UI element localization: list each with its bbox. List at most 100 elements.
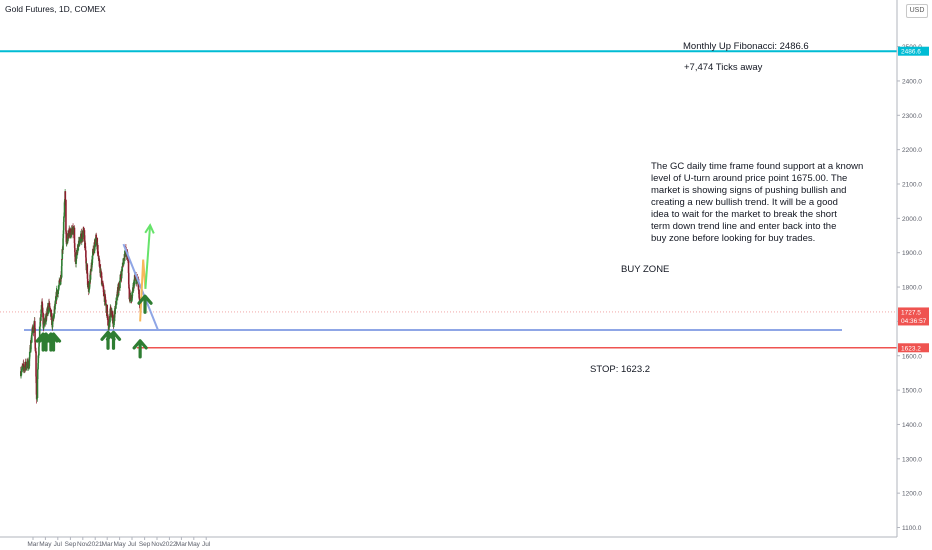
candle-body xyxy=(83,228,85,231)
ticks-away-label: +7,474 Ticks away xyxy=(684,62,763,73)
candle-body xyxy=(81,238,84,240)
candle-body xyxy=(64,191,67,200)
candle-body xyxy=(112,319,115,328)
candle-body xyxy=(49,309,52,311)
y-tick-label: 2100.0 xyxy=(902,182,922,189)
candle-body xyxy=(110,307,112,312)
candle-body xyxy=(81,233,83,240)
candle-body xyxy=(48,302,51,309)
candle-body xyxy=(111,313,114,315)
stop-price-tag-label: 1623.2 xyxy=(901,345,921,352)
candle-body xyxy=(51,320,54,328)
candle-body xyxy=(59,281,62,285)
candle-body xyxy=(41,307,44,313)
candle-body xyxy=(36,397,38,400)
candle-body xyxy=(28,351,31,357)
candle-body xyxy=(89,272,92,280)
y-tick-label: 2400.0 xyxy=(902,78,922,85)
candle-body xyxy=(104,295,106,300)
candle-body xyxy=(82,231,85,237)
candle-body xyxy=(75,253,77,264)
candle-body xyxy=(95,234,98,238)
candle-body xyxy=(97,254,99,257)
candle-body xyxy=(53,313,55,319)
candle-body xyxy=(127,273,130,285)
y-tick-label: 1500.0 xyxy=(902,388,922,395)
x-tick-label: May xyxy=(113,541,126,548)
candle-body xyxy=(61,258,63,260)
candle-body xyxy=(74,256,77,262)
fibonacci-price-tag-bg xyxy=(898,46,929,56)
candle-body xyxy=(121,266,124,272)
candle-body xyxy=(52,317,54,321)
candle-body xyxy=(49,307,52,310)
y-tick-label: 1300.0 xyxy=(902,456,922,463)
candle-body xyxy=(93,242,96,254)
candle-body xyxy=(131,291,134,299)
candle-body xyxy=(102,292,105,297)
candle-body xyxy=(31,327,34,331)
y-tick-label: 2200.0 xyxy=(902,147,922,154)
candle-body xyxy=(65,234,68,243)
buy-arrow-head xyxy=(132,339,148,350)
candle-body xyxy=(37,355,40,364)
currency-button[interactable]: USD xyxy=(906,4,928,18)
buy-arrows xyxy=(35,294,153,359)
x-tick-label: May xyxy=(188,541,201,548)
candle-body xyxy=(31,332,33,335)
candle-body xyxy=(36,369,39,380)
candle-body xyxy=(42,322,45,328)
candle-body xyxy=(20,372,23,374)
stop-price-tag-bg xyxy=(898,343,929,353)
price-levels xyxy=(0,50,897,349)
buy-arrow-icon xyxy=(137,294,153,314)
candle-body xyxy=(61,258,63,267)
candle-body xyxy=(114,308,116,315)
current-price-tag-label: 1727.5 xyxy=(901,309,921,316)
buy-arrow-head xyxy=(137,294,153,305)
candle-body xyxy=(124,250,126,257)
buy-arrow-icon xyxy=(132,339,148,359)
candle-body xyxy=(21,365,24,368)
candle-body xyxy=(40,309,42,318)
candle-body xyxy=(134,275,136,277)
candle-body xyxy=(133,278,136,286)
candle-body xyxy=(33,324,35,332)
candle-body xyxy=(38,326,41,338)
candle-body xyxy=(40,317,42,321)
y-tick-label: 2000.0 xyxy=(902,216,922,223)
candle-body xyxy=(127,261,130,274)
candle-body xyxy=(63,216,65,222)
candle-body xyxy=(63,202,66,217)
candle-body xyxy=(30,339,32,350)
candle-body xyxy=(62,238,64,251)
x-tick-label: 2022 xyxy=(162,541,177,548)
buy-arrow-head xyxy=(105,330,122,341)
candle-body xyxy=(36,379,39,398)
y-tick-label: 1100.0 xyxy=(902,525,922,532)
buy-zone-label: BUY ZONE xyxy=(621,264,670,275)
candle-body xyxy=(38,346,40,356)
candle-body xyxy=(58,281,61,283)
candle-body xyxy=(88,282,91,289)
candle-body xyxy=(137,278,140,290)
candle-body xyxy=(49,309,52,310)
candle-body xyxy=(120,277,122,279)
candle-body xyxy=(135,278,138,284)
candle-body xyxy=(55,290,58,300)
candle-body xyxy=(47,311,50,313)
candle-body xyxy=(119,281,121,289)
x-tick-label: Sep xyxy=(65,541,77,548)
candle-body xyxy=(77,245,79,249)
candle-body xyxy=(113,311,116,322)
candle-body xyxy=(35,351,37,377)
down-trend-line xyxy=(122,243,159,331)
candle-body xyxy=(94,243,97,247)
candle-body xyxy=(65,199,67,232)
x-tick-label: May xyxy=(39,541,52,548)
candle-body xyxy=(72,229,75,232)
current-price-tag-bg xyxy=(898,307,929,326)
candle-body xyxy=(58,280,61,285)
candle-body xyxy=(127,257,129,262)
